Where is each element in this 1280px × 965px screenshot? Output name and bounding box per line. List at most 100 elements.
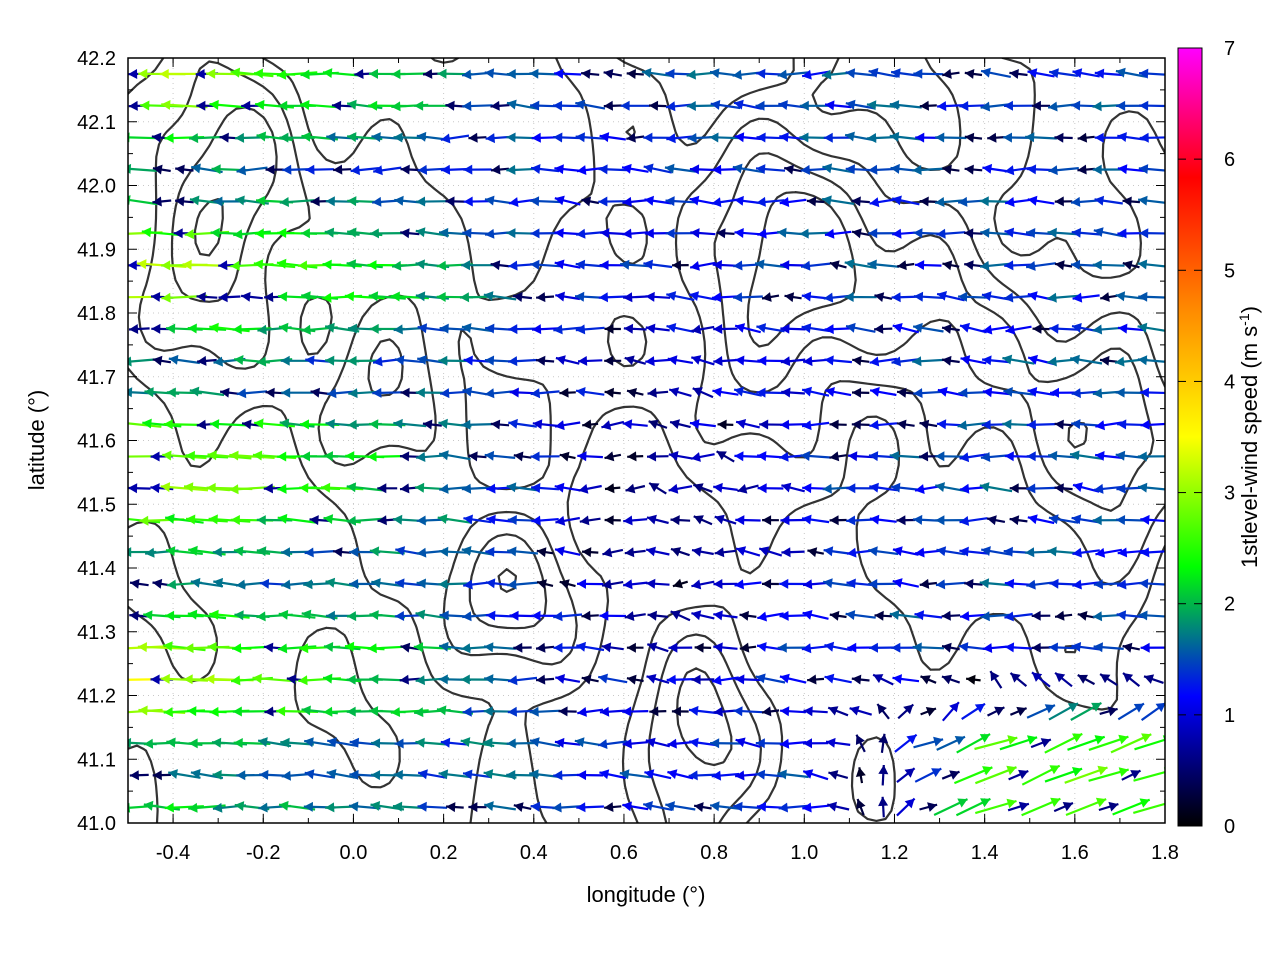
wind-arrow-head [266, 388, 275, 398]
wind-arrow [890, 451, 922, 461]
wind-arrow-head [416, 291, 425, 301]
wind-arrow [649, 483, 666, 494]
wind-arrow-head [138, 706, 147, 716]
wind-arrow-head [484, 674, 493, 684]
wind-arrow-head [958, 388, 967, 398]
wind-arrow-head [626, 484, 636, 494]
wind-arrow [942, 770, 959, 779]
y-tick-label: 42.1 [77, 112, 116, 134]
wind-arrow-head [218, 260, 227, 270]
wind-arrow [915, 610, 943, 620]
wind-arrow-head [623, 579, 633, 589]
wind-arrow-head [555, 546, 565, 556]
wind-arrow [373, 357, 402, 367]
wind-arrow-head [301, 228, 310, 238]
wind-arrow-head [464, 356, 473, 366]
wind-arrow-head [279, 133, 288, 143]
wind-arrow-head [846, 483, 855, 493]
wind-arrow [580, 516, 601, 526]
wind-arrow-head [671, 515, 680, 525]
wind-arrow-head [119, 514, 128, 524]
wind-arrow-head [370, 324, 379, 334]
wind-arrow-head [461, 260, 470, 270]
wind-arrow [1004, 612, 1032, 622]
wind-arrow-head [780, 611, 789, 621]
wind-arrow [138, 706, 185, 716]
wind-arrow-head [514, 802, 524, 812]
wind-arrow [672, 260, 689, 270]
wind-arrow-head [311, 196, 320, 206]
wind-arrow-head [802, 803, 811, 813]
wind-arrow-head [236, 770, 245, 780]
wind-arrow-head [692, 675, 701, 685]
wind-arrow-head [605, 515, 614, 525]
wind-arrow-head [510, 388, 519, 398]
wind-arrow [491, 420, 509, 430]
y-tick-label: 41.0 [77, 813, 116, 835]
wind-arrow [441, 134, 469, 144]
wind-arrow [602, 579, 623, 589]
wind-arrow-head [485, 388, 495, 398]
wind-arrow [936, 579, 966, 589]
wind-arrow [468, 451, 486, 461]
wind-arrow-head [779, 132, 789, 142]
wind-arrow-head [1049, 579, 1058, 589]
wind-arrow [484, 642, 516, 652]
wind-arrow-head [830, 260, 840, 270]
wind-arrow-head [1094, 227, 1104, 237]
wind-arrow-head [281, 580, 290, 590]
wind-arrow-head [117, 418, 126, 428]
wind-arrow-head [323, 674, 332, 684]
wind-arrow-head [804, 706, 813, 716]
wind-arrow-head [324, 642, 333, 652]
wind-arrow [414, 101, 450, 111]
wind-arrow-head [348, 356, 357, 366]
wind-arrow [735, 515, 760, 525]
wind-arrow-head [282, 771, 291, 781]
wind-arrow-head [206, 69, 215, 79]
wind-arrow-head [649, 101, 658, 111]
wind-arrow-head [803, 738, 812, 748]
wind-arrow [577, 770, 603, 780]
wind-arrow-head [1116, 515, 1125, 525]
wind-arrow-head [689, 706, 699, 716]
wind-arrow [576, 132, 605, 142]
wind-arrow-head [462, 546, 472, 556]
wind-arrow-head [508, 515, 517, 525]
wind-arrow [959, 642, 988, 652]
wind-arrow-head [735, 579, 745, 589]
wind-arrow-head [370, 228, 379, 238]
wind-arrow-head [1139, 101, 1148, 111]
wind-arrow-head [937, 101, 946, 111]
wind-arrow-head [555, 292, 565, 302]
wind-arrow [530, 260, 560, 270]
wind-arrow [559, 706, 577, 716]
wind-arrow-head [778, 643, 787, 653]
wind-arrow [370, 228, 405, 238]
wind-arrow [1002, 355, 1034, 365]
wind-arrow [277, 259, 317, 269]
wind-arrow [122, 164, 157, 174]
wind-arrow [943, 702, 959, 721]
wind-arrow-head [780, 260, 789, 270]
wind-arrow-head [669, 387, 679, 397]
wind-arrow [878, 797, 888, 818]
wind-arrow-head [439, 674, 448, 684]
wind-arrow-head [440, 324, 449, 334]
wind-arrow [462, 101, 493, 111]
wind-arrow-head [151, 292, 160, 302]
wind-arrow-head [391, 69, 400, 79]
wind-arrow-shaft [122, 168, 157, 171]
wind-arrow-head [348, 388, 357, 398]
wind-arrow-head [1033, 324, 1042, 334]
wind-arrow-head [392, 261, 401, 271]
wind-arrow [1055, 673, 1072, 687]
wind-arrow [735, 356, 761, 366]
y-tick-label: 41.4 [77, 558, 116, 580]
wind-arrow-head [417, 579, 426, 589]
wind-arrow-head [167, 580, 176, 590]
wind-arrow [559, 388, 575, 398]
wind-arrow-head [802, 387, 812, 397]
wind-arrow [531, 452, 560, 462]
wind-arrow-head [912, 356, 921, 366]
